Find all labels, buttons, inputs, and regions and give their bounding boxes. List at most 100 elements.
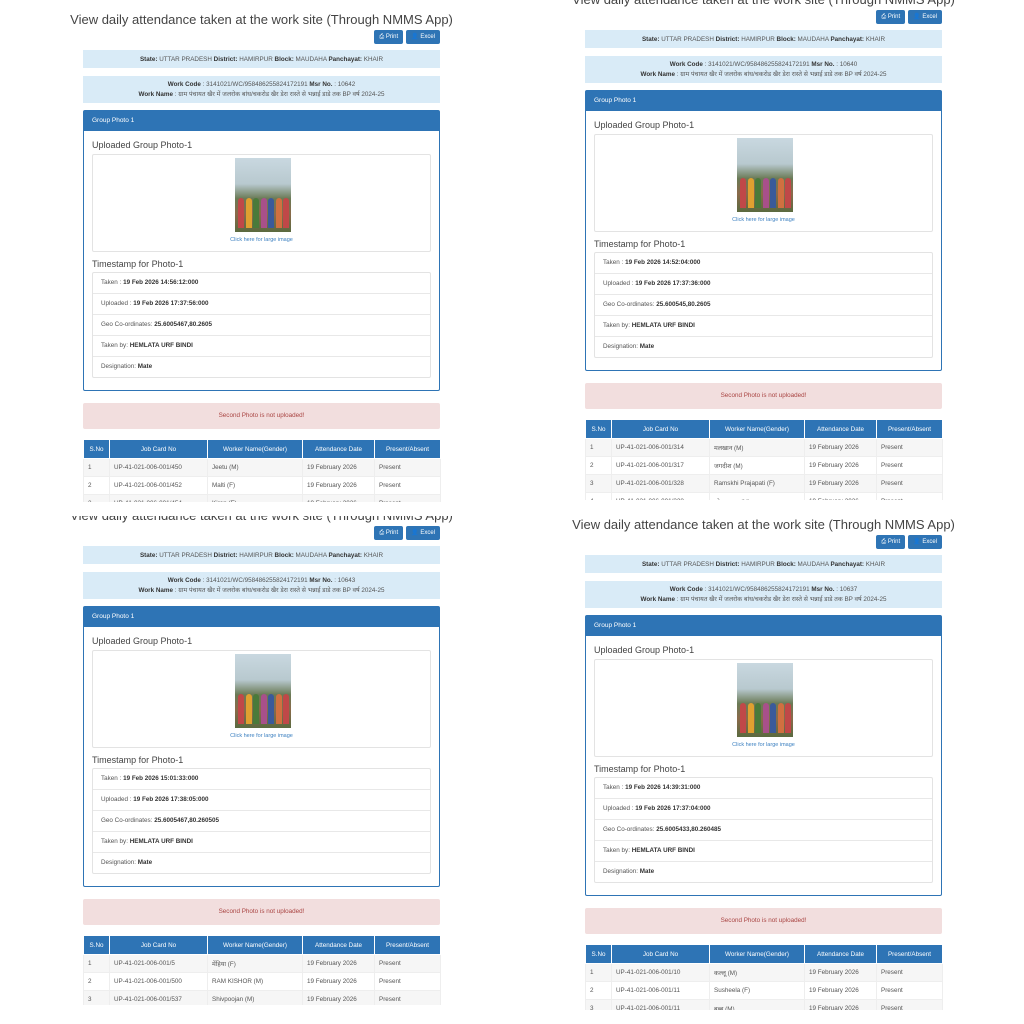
print-icon: ⎙ — [881, 14, 888, 20]
photo-box: Click here for large image — [594, 659, 933, 757]
column-header: Worker Name(Gender) — [207, 935, 303, 955]
uploaded-photo-label: Uploaded Group Photo-1 — [594, 120, 695, 130]
work-code: 3141021/WC/958486255824172191 — [206, 81, 308, 88]
block-label: Block: — [274, 55, 294, 63]
taken-value: 19 Feb 2026 15:01:33:000 — [123, 775, 199, 782]
state-value: UTTAR PRADESH — [159, 551, 212, 559]
excel-button[interactable]: 👤 Excel — [406, 30, 440, 44]
uploaded-label: Uploaded : — [101, 300, 132, 307]
designation-label: Designation: — [101, 859, 137, 866]
cell: Present — [876, 981, 943, 1000]
column-header: Worker Name(Gender) — [709, 419, 805, 439]
excel-button[interactable]: 👤 Excel — [406, 526, 440, 540]
work-code-label: Work Code — [669, 61, 703, 68]
print-button[interactable]: ⎙ Print — [876, 535, 906, 549]
taken-by-label: Taken by: — [101, 838, 128, 845]
cell: Kiran (F) — [207, 494, 303, 502]
cell: Present — [876, 456, 943, 475]
timestamp-table: Taken : 19 Feb 2026 14:56:12:000 Uploade… — [92, 272, 431, 378]
block-value: MAUDAHA — [295, 551, 327, 559]
attendance-table: S.No Job Card No Worker Name(Gender) Attend… — [83, 935, 441, 1005]
attendance-panel-2: View daily attendance taken at the work … — [572, 0, 955, 500]
column-header: Present/Absent — [876, 419, 943, 439]
print-button[interactable]: ⎙ Print — [374, 526, 404, 540]
photo-box: Click here for large image — [92, 650, 431, 748]
page-title: View daily attendance taken at the work … — [572, 517, 955, 532]
designation-row: Designation: Mate — [93, 357, 430, 377]
attendance-panel-3: View daily attendance taken at the work … — [70, 516, 453, 1005]
work-name: ग्राम पंचायत खैर में जलरोक बांध/चकरोड खै… — [680, 70, 887, 78]
table-row: 2 UP-41-021-006-001/500 RAM KISHOR (M) 19 F… — [83, 972, 441, 991]
location-bar: State: UTTAR PRADESH District: HAMIRPUR … — [585, 30, 942, 48]
block-value: MAUDAHA — [797, 560, 829, 568]
cell: 19 February 2026 — [804, 963, 877, 982]
cell: 19 February 2026 — [804, 492, 877, 500]
taken-label: Taken : — [603, 784, 624, 791]
cell: 3 — [83, 494, 110, 502]
uploaded-value: 19 Feb 2026 17:38:05:000 — [133, 796, 209, 803]
uploaded-row: Uploaded : 19 Feb 2026 17:37:56:000 — [93, 294, 430, 315]
work-name: ग्राम पंचायत खैर में जलरोक बांध/चकरोड खै… — [178, 90, 385, 98]
uploaded-label: Uploaded : — [603, 280, 634, 287]
table-row: 2 UP-41-021-006-001/317 जगदीश (M) 19 Februa… — [585, 456, 943, 475]
cell: बब्बू (M) — [709, 999, 805, 1010]
column-header: Job Card No — [611, 419, 710, 439]
taken-row: Taken : 19 Feb 2026 14:52:04:000 — [595, 253, 932, 274]
page-title: View daily attendance taken at the work … — [572, 0, 955, 10]
print-label: Print — [887, 539, 901, 545]
column-header: Worker Name(Gender) — [709, 944, 805, 964]
cell: Present — [374, 494, 441, 502]
uploaded-label: Uploaded : — [603, 805, 634, 812]
designation-row: Designation: Mate — [595, 337, 932, 357]
page-title-row: View daily attendance taken at the work … — [572, 515, 955, 535]
group-photo-image[interactable] — [737, 138, 793, 212]
group-photo-image[interactable] — [737, 663, 793, 737]
uploaded-value: 19 Feb 2026 17:37:36:000 — [635, 280, 711, 287]
geo-row: Geo Co-ordinates: 25.600545,80.2605 — [595, 295, 932, 316]
cell: Present — [374, 476, 441, 495]
state-value: UTTAR PRADESH — [661, 35, 714, 43]
work-name: ग्राम पंचायत खैर में जलरोक बांध/चकरोड खै… — [680, 595, 887, 603]
group-photo-image[interactable] — [235, 158, 291, 232]
print-button[interactable]: ⎙ Print — [876, 10, 906, 24]
cell: 1 — [83, 954, 110, 973]
work-name-label: Work Name — [640, 70, 676, 78]
cell: Present — [876, 438, 943, 457]
attendance-panel-4: View daily attendance taken at the work … — [572, 512, 955, 1010]
table-row: 1 UP-41-021-006-001/10 कल्लू (M) 19 Februar… — [585, 963, 943, 982]
taken-label: Taken : — [101, 279, 122, 286]
cell: 2 — [585, 981, 612, 1000]
uploaded-photo-label: Uploaded Group Photo-1 — [594, 645, 695, 655]
cell: 19 February 2026 — [302, 972, 375, 991]
work-info-bar: Work Code : 3141021/WC/95848625582417219… — [585, 56, 942, 83]
group-photo-image[interactable] — [235, 654, 291, 728]
cell: Present — [876, 474, 943, 493]
geo-value: 25.6005433,80.260485 — [656, 826, 721, 833]
large-image-link[interactable]: Click here for large image — [732, 742, 795, 748]
msr-label: Msr No. — [811, 586, 835, 593]
page-title: View daily attendance taken at the work … — [70, 12, 453, 27]
column-header: S.No — [585, 944, 612, 964]
large-image-link[interactable]: Click here for large image — [230, 237, 293, 243]
cell: UP-41-021-006-001/10 — [611, 963, 710, 982]
column-header: S.No — [83, 935, 110, 955]
uploaded-label: Uploaded : — [101, 796, 132, 803]
large-image-link[interactable]: Click here for large image — [732, 217, 795, 223]
excel-button[interactable]: 👤 Excel — [908, 10, 942, 24]
attendance-table: S.No Job Card No Worker Name(Gender) Attend… — [585, 419, 943, 500]
cell: 1 — [585, 438, 612, 457]
taken-value: 19 Feb 2026 14:52:04:000 — [625, 259, 701, 266]
work-code-label: Work Code — [669, 586, 703, 593]
cell: UP-41-021-006-001/314 — [611, 438, 710, 457]
panchayat-value: KHAIR — [363, 55, 384, 63]
table-row: 3 UP-41-021-006-001/328 Ramskhi Prajapati … — [585, 474, 943, 493]
print-button[interactable]: ⎙ Print — [374, 30, 404, 44]
cell: Present — [374, 972, 441, 991]
cell: UP-41-021-006-001/537 — [109, 990, 208, 1005]
excel-label: Excel — [922, 539, 937, 545]
large-image-link[interactable]: Click here for large image — [230, 733, 293, 739]
print-label: Print — [385, 530, 399, 536]
cell: 19 February 2026 — [302, 954, 375, 973]
excel-button[interactable]: 👤 Excel — [908, 535, 942, 549]
designation-row: Designation: Mate — [93, 853, 430, 873]
